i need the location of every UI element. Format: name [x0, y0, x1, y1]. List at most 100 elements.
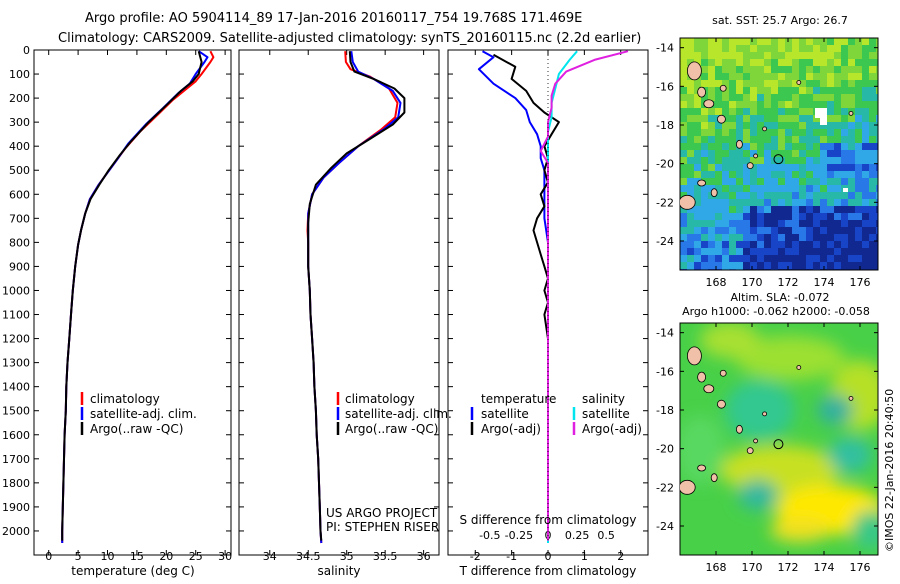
- sst-cell: [834, 94, 841, 101]
- island-shape: [680, 479, 696, 495]
- sst-cell: [736, 185, 743, 192]
- sst-cell: [736, 199, 743, 206]
- sst-cell: [848, 185, 855, 192]
- sst-cell: [876, 45, 878, 52]
- y-tick-label: 1300: [2, 357, 30, 370]
- sst-cell: [841, 108, 848, 115]
- y-tick-label: 100: [9, 68, 30, 81]
- sst-cell: [834, 171, 841, 178]
- sst-cell: [764, 206, 771, 213]
- sst-cell: [680, 185, 687, 192]
- sst-cell: [799, 255, 806, 262]
- sst-cell: [750, 66, 757, 73]
- sst-cell: [757, 136, 764, 143]
- sst-cell: [729, 94, 736, 101]
- sst-cell: [827, 255, 834, 262]
- sst-cell: [806, 38, 813, 45]
- sst-cell: [813, 255, 820, 262]
- sst-cell: [715, 66, 722, 73]
- sst-cell: [862, 143, 869, 150]
- sst-cell: [771, 255, 778, 262]
- sst-cell: [841, 38, 848, 45]
- sst-cell: [771, 220, 778, 227]
- sst-cell: [764, 171, 771, 178]
- sst-cell: [827, 115, 834, 122]
- sst-cell: [869, 192, 876, 199]
- sst-cell: [701, 164, 708, 171]
- sst-cell: [813, 234, 820, 241]
- sst-cell: [806, 101, 813, 108]
- sst-cell: [680, 178, 687, 185]
- y-tick-label: 600: [9, 188, 30, 201]
- y-tick-label: 900: [9, 260, 30, 273]
- sst-cell: [827, 227, 834, 234]
- sst-cell: [680, 108, 687, 115]
- sst-cell: [771, 164, 778, 171]
- sst-cell: [799, 38, 806, 45]
- sst-cell: [771, 136, 778, 143]
- sst-cell: [862, 115, 869, 122]
- sst-cell: [687, 94, 694, 101]
- sst-cell: [834, 241, 841, 248]
- sst-cell: [757, 206, 764, 213]
- sst-cell: [764, 73, 771, 80]
- sst-cell: [701, 80, 708, 87]
- sst-cell: [862, 248, 869, 255]
- sst-cell: [729, 234, 736, 241]
- sst-cell: [743, 136, 750, 143]
- sst-cell: [834, 178, 841, 185]
- sst-cell: [799, 122, 806, 129]
- sst-cell: [799, 171, 806, 178]
- sst-cell: [687, 45, 694, 52]
- sst-cell: [764, 262, 771, 269]
- sst-cell: [708, 248, 715, 255]
- sst-cell: [820, 122, 827, 129]
- sst-cell: [729, 38, 736, 45]
- sst-cell: [848, 220, 855, 227]
- sst-cell: [743, 199, 750, 206]
- sst-cell: [764, 80, 771, 87]
- sst-cell: [820, 206, 827, 213]
- sst-cell: [792, 164, 799, 171]
- sst-cell: [848, 66, 855, 73]
- sst-cell: [869, 115, 876, 122]
- sst-cell: [757, 80, 764, 87]
- sst-cell: [764, 255, 771, 262]
- sst-cell: [757, 73, 764, 80]
- sst-cell: [876, 73, 878, 80]
- sst-cell: [820, 94, 827, 101]
- sst-cell: [876, 101, 878, 108]
- sst-cell: [869, 150, 876, 157]
- sst-cell: [834, 38, 841, 45]
- island-shape: [736, 424, 743, 434]
- sst-cell: [680, 52, 687, 59]
- sst-cell: [715, 136, 722, 143]
- sst-cell: [771, 66, 778, 73]
- island-shape: [697, 179, 706, 187]
- sst-cell: [841, 115, 848, 122]
- sst-cell: [806, 136, 813, 143]
- sst-cell: [855, 192, 862, 199]
- sst-cell: [708, 227, 715, 234]
- sst-cell: [736, 73, 743, 80]
- sst-cell: [785, 171, 792, 178]
- sst-cell: [778, 73, 785, 80]
- sst-cell: [862, 220, 869, 227]
- sst-cell: [736, 206, 743, 213]
- sst-cell: [729, 185, 736, 192]
- sst-cell: [792, 87, 799, 94]
- sst-cell: [764, 150, 771, 157]
- sst-cell: [708, 59, 715, 66]
- sst-map-title: sat. SST: 25.7 Argo: 26.7: [712, 14, 848, 27]
- sst-cell: [771, 178, 778, 185]
- map-x-tick-label: 172: [778, 561, 799, 574]
- sst-cell: [736, 213, 743, 220]
- sst-cell: [701, 38, 708, 45]
- sst-cell: [715, 108, 722, 115]
- sst-cell: [729, 59, 736, 66]
- sst-cell: [785, 192, 792, 199]
- sst-cell: [827, 129, 834, 136]
- sst-cell: [708, 115, 715, 122]
- sst-cell: [680, 171, 687, 178]
- legend-header-salinity: salinity: [582, 392, 625, 406]
